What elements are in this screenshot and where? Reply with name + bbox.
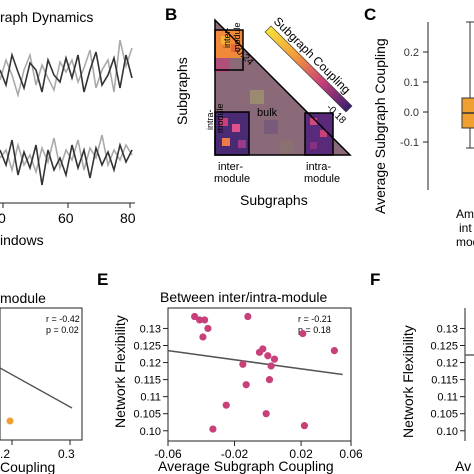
panel-e-xtick-label: 0.06 bbox=[339, 447, 363, 461]
label-intra-top: intra- bbox=[205, 109, 215, 130]
panel-e-point bbox=[196, 316, 204, 324]
panel-e-point bbox=[209, 425, 217, 433]
panel-e-point bbox=[300, 422, 309, 430]
panel-a-trace-1-dark bbox=[0, 51, 133, 93]
panel-e-ytick-label: 0.13 bbox=[140, 323, 161, 335]
panel-e-point bbox=[264, 352, 272, 360]
panel-c-ytick-2: 0.0 bbox=[404, 107, 419, 119]
panel-e-ytick-label: 0.125 bbox=[133, 341, 161, 353]
panel-d-point bbox=[6, 417, 14, 425]
panel-a-xtick-2: 80 bbox=[120, 210, 136, 226]
panel-e: E Between inter/intra-module Network Fle… bbox=[97, 270, 363, 474]
panel-e-point bbox=[199, 333, 207, 341]
panel-e-plot-area bbox=[167, 307, 352, 442]
colorbar bbox=[264, 25, 353, 113]
panel-e-point bbox=[242, 381, 250, 389]
panel-c-letter: C bbox=[364, 5, 376, 24]
panel-f-letter: F bbox=[370, 270, 380, 289]
panel-e-point bbox=[270, 355, 279, 363]
panel-e-point bbox=[201, 316, 209, 324]
panel-e-xtick-label: -0.02 bbox=[221, 447, 249, 461]
panel-a-trace-2-dark bbox=[0, 139, 133, 186]
panel-b-xlabel: Subgraphs bbox=[240, 192, 308, 208]
panel-a-trace-1-light bbox=[0, 39, 133, 99]
panel-c-xlabel-1: int bbox=[459, 221, 472, 235]
panel-f-ytick-label: 0.11 bbox=[437, 392, 458, 404]
panel-c-ylabel: Average Subgraph Coupling bbox=[372, 38, 388, 214]
panel-f-ytick-label: 0.105 bbox=[430, 409, 458, 421]
panel-f: F Network Flexibility 0.13 0.125 0.12 0.115… bbox=[370, 270, 474, 474]
label-inter-top: inter- bbox=[222, 27, 232, 48]
panel-e-ylabel: Network Flexibility bbox=[112, 315, 128, 428]
panel-e-point bbox=[267, 362, 275, 370]
xlab-intra-bottom: module bbox=[304, 173, 340, 185]
panel-c-ytick-0: 0.2 bbox=[404, 47, 419, 59]
panel-d-p: p = 0.02 bbox=[46, 325, 79, 335]
panel-d-xtick-1: 0.3 bbox=[58, 447, 75, 461]
panel-d: module r = -0.42 p = 0.02 .2 0.3 Couplin… bbox=[0, 290, 83, 474]
panel-e-r: r = -0.21 bbox=[298, 314, 332, 324]
panel-c-ytick-3: -0.1 bbox=[400, 137, 419, 149]
panel-f-ytick-label: 0.10 bbox=[437, 426, 458, 438]
panel-d-xlabel: Coupling bbox=[0, 459, 55, 474]
panel-b: B inter- modul bbox=[165, 5, 353, 208]
panel-e-p: p = 0.18 bbox=[298, 325, 331, 335]
panel-f-ytick-label: 0.125 bbox=[430, 341, 458, 353]
panel-d-fit-line bbox=[0, 367, 73, 409]
panel-e-point bbox=[330, 347, 338, 355]
panel-e-ytick-label: 0.105 bbox=[133, 409, 161, 421]
panel-a: raph Dynamics 0 60 80 indows bbox=[0, 9, 136, 248]
panel-e-fit-line bbox=[167, 349, 343, 376]
panel-e-point bbox=[259, 345, 267, 353]
panel-f-yticks: 0.13 0.125 0.12 0.115 0.11 0.105 0.10 bbox=[430, 323, 465, 438]
panel-f-ytick-label: 0.13 bbox=[437, 323, 458, 335]
panel-e-xlabel: Average Subgraph Coupling bbox=[158, 458, 334, 474]
panel-e-point bbox=[204, 324, 212, 333]
panel-f-ytick-label: 0.115 bbox=[431, 375, 458, 387]
panel-a-title: raph Dynamics bbox=[0, 9, 93, 25]
panel-e-ytick-label: 0.11 bbox=[140, 392, 161, 404]
coupling-matrix bbox=[214, 18, 352, 156]
label-inter-bottom: module bbox=[232, 22, 242, 52]
panel-f-xlabel: Av bbox=[455, 458, 471, 474]
panel-e-xtick-label: 0.02 bbox=[289, 447, 313, 461]
panel-b-letter: B bbox=[165, 5, 177, 24]
panel-a-xtick-0: 0 bbox=[0, 210, 6, 226]
panel-d-xtick-0: .2 bbox=[0, 447, 10, 461]
panel-a-xlabel: indows bbox=[0, 232, 44, 248]
panel-e-title: Between inter/intra-module bbox=[160, 289, 328, 305]
panel-e-ytick-label: 0.12 bbox=[140, 358, 161, 370]
panel-e-point bbox=[265, 376, 274, 384]
panel-e-ytick-label: 0.10 bbox=[140, 426, 161, 438]
panel-e-point bbox=[239, 360, 247, 368]
xlab-inter-bottom: module bbox=[214, 173, 250, 185]
panel-e-xticks: -0.06 -0.02 0.02 0.06 bbox=[154, 441, 363, 461]
panel-e-point bbox=[262, 410, 270, 418]
panel-e-marks bbox=[167, 312, 343, 433]
panel-d-r: r = -0.42 bbox=[46, 314, 80, 324]
panel-f-ytick-label: 0.12 bbox=[437, 358, 458, 370]
panel-b-ylabel: Subgraphs bbox=[174, 57, 190, 125]
panel-d-title: module bbox=[0, 290, 46, 306]
xlab-intra-top: intra- bbox=[306, 161, 331, 173]
panel-e-ytick-label: 0.115 bbox=[134, 375, 161, 387]
colorbar-label: Subgraph Coupling bbox=[271, 14, 354, 97]
panel-e-point bbox=[222, 401, 230, 409]
panel-e-point bbox=[244, 312, 252, 321]
label-intra-bottom: module bbox=[215, 103, 225, 133]
panel-c-xlabel-2: mod bbox=[456, 235, 474, 249]
panel-e-letter: E bbox=[97, 270, 108, 289]
panel-a-xtick-1: 60 bbox=[58, 210, 74, 226]
panel-c: C 0.2 0.1 0.0 -0.1 Average Subgraph Coup… bbox=[364, 5, 474, 249]
panel-c-ytick-1: 0.1 bbox=[404, 77, 419, 89]
panel-e-xtick-label: -0.06 bbox=[154, 447, 182, 461]
panel-e-point bbox=[299, 329, 307, 338]
label-bulk: bulk bbox=[257, 107, 278, 119]
panel-f-ylabel: Network Flexibility bbox=[400, 325, 416, 438]
panel-e-yticks: 0.13 0.125 0.12 0.115 0.11 0.105 0.10 bbox=[133, 323, 168, 438]
xlab-inter-top: inter- bbox=[218, 161, 243, 173]
panel-c-xlabel-0: Am bbox=[456, 207, 474, 221]
